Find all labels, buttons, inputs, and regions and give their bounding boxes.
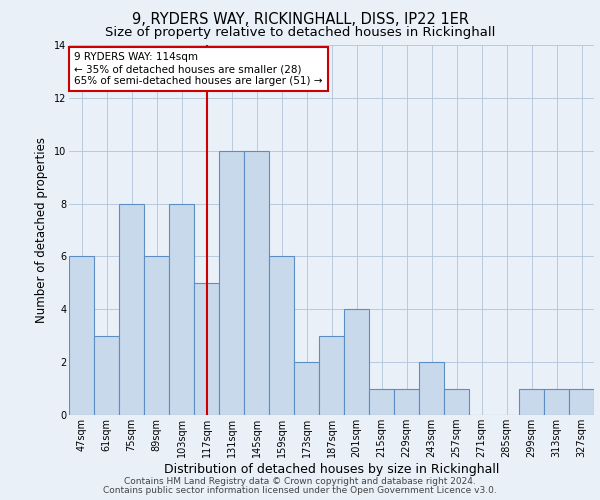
Bar xyxy=(344,310,369,415)
Bar xyxy=(419,362,444,415)
Text: 9 RYDERS WAY: 114sqm
← 35% of detached houses are smaller (28)
65% of semi-detac: 9 RYDERS WAY: 114sqm ← 35% of detached h… xyxy=(74,52,323,86)
Bar xyxy=(94,336,119,415)
Y-axis label: Number of detached properties: Number of detached properties xyxy=(35,137,48,323)
Text: Contains public sector information licensed under the Open Government Licence v3: Contains public sector information licen… xyxy=(103,486,497,495)
Bar xyxy=(294,362,319,415)
Bar xyxy=(169,204,194,415)
Bar xyxy=(319,336,344,415)
Bar xyxy=(119,204,144,415)
X-axis label: Distribution of detached houses by size in Rickinghall: Distribution of detached houses by size … xyxy=(164,463,499,476)
Bar xyxy=(219,150,244,415)
Bar xyxy=(544,388,569,415)
Text: Size of property relative to detached houses in Rickinghall: Size of property relative to detached ho… xyxy=(105,26,495,39)
Text: Contains HM Land Registry data © Crown copyright and database right 2024.: Contains HM Land Registry data © Crown c… xyxy=(124,477,476,486)
Bar xyxy=(394,388,419,415)
Bar xyxy=(569,388,594,415)
Text: 9, RYDERS WAY, RICKINGHALL, DISS, IP22 1ER: 9, RYDERS WAY, RICKINGHALL, DISS, IP22 1… xyxy=(131,12,469,27)
Bar xyxy=(69,256,94,415)
Bar xyxy=(194,283,219,415)
Bar xyxy=(519,388,544,415)
Bar xyxy=(444,388,469,415)
Bar xyxy=(269,256,294,415)
Bar xyxy=(369,388,394,415)
Bar xyxy=(144,256,169,415)
Bar xyxy=(244,150,269,415)
